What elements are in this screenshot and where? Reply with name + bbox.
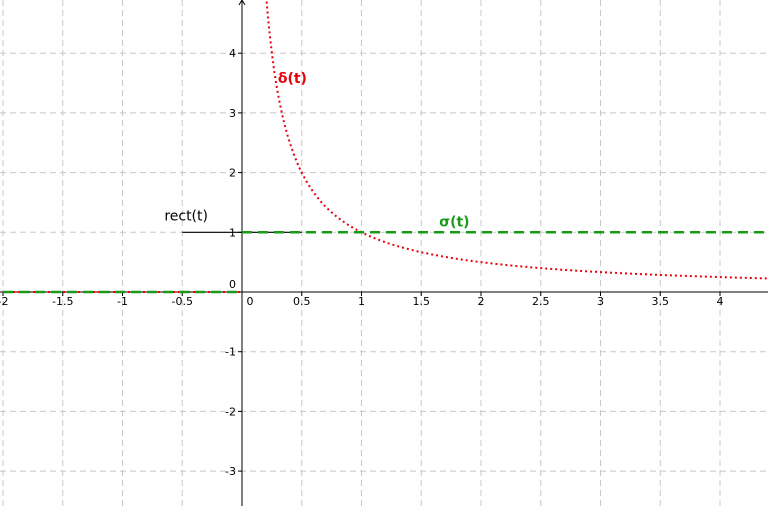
series-annotation-label: δ(t) xyxy=(278,71,307,87)
x-tick-label: -1.5 xyxy=(52,295,73,308)
y-tick-label: 3 xyxy=(229,107,236,120)
y-tick-label: -1 xyxy=(225,346,236,359)
tick-labels: -2-1.5-1-0.500.511.522.533.54-3-2-101234 xyxy=(0,47,724,478)
x-tick-label: 0 xyxy=(247,295,254,308)
x-tick-label: -1 xyxy=(117,295,128,308)
y-tick-label: 2 xyxy=(229,167,236,180)
y-tick-label: 4 xyxy=(229,47,236,60)
x-tick-label: 3.5 xyxy=(652,295,670,308)
y-tick-label: 0 xyxy=(229,278,236,291)
x-tick-label: 3 xyxy=(597,295,604,308)
annotations: δ(t) σ(t) rect(t) xyxy=(164,71,469,230)
delta-series-curve xyxy=(265,0,767,280)
x-tick-label: 4 xyxy=(717,295,724,308)
x-tick-label: -0.5 xyxy=(172,295,193,308)
series-annotation-label: rect(t) xyxy=(164,208,208,224)
series-group xyxy=(3,0,768,294)
x-tick-label: 2.5 xyxy=(532,295,550,308)
x-tick-label: 1.5 xyxy=(413,295,431,308)
x-tick-label: 2 xyxy=(478,295,485,308)
y-axis-arrow xyxy=(238,0,246,6)
x-tick-label: 0.5 xyxy=(293,295,311,308)
series-annotation-label: σ(t) xyxy=(439,214,469,230)
y-tick-label: -2 xyxy=(225,405,236,418)
y-tick-label: -3 xyxy=(225,465,236,478)
x-tick-label: -2 xyxy=(0,295,8,308)
x-tick-label: 1 xyxy=(358,295,365,308)
